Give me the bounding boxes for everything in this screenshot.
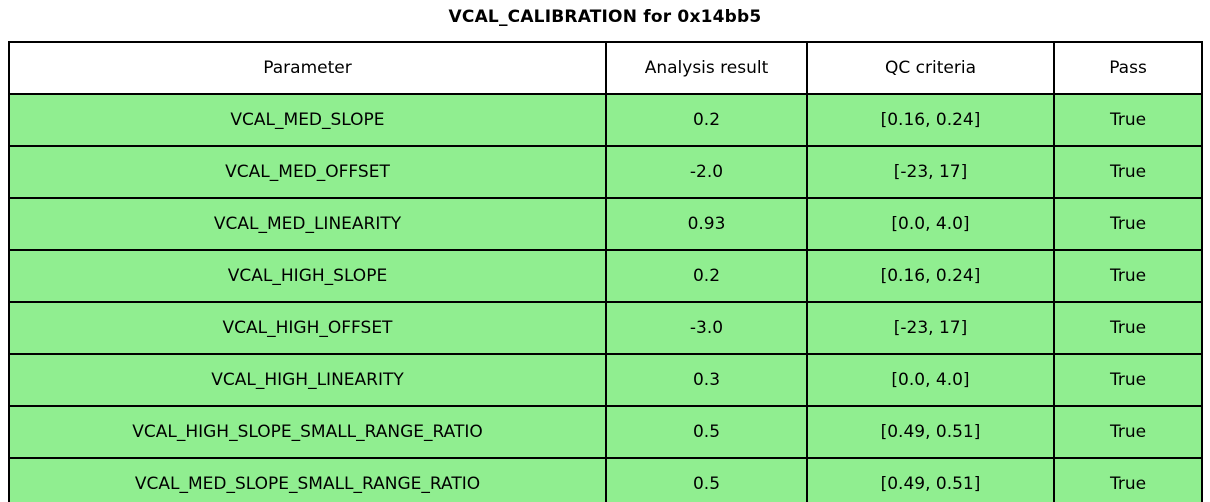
column-header-analysis-result: Analysis result [605, 41, 808, 95]
qc-criteria-cell: [0.0, 4.0] [806, 353, 1055, 407]
parameter-cell: VCAL_MED_SLOPE_SMALL_RANGE_RATIO [8, 457, 607, 502]
pass-cell: True [1053, 353, 1203, 407]
pass-cell: True [1053, 197, 1203, 251]
column-header-qc-criteria: QC criteria [806, 41, 1055, 95]
pass-cell: True [1053, 301, 1203, 355]
pass-cell: True [1053, 145, 1203, 199]
qc-criteria-cell: [0.16, 0.24] [806, 93, 1055, 147]
parameter-cell: VCAL_HIGH_LINEARITY [8, 353, 607, 407]
table-row: VCAL_HIGH_SLOPE 0.2 [0.16, 0.24] True [8, 249, 1203, 303]
parameter-cell: VCAL_MED_SLOPE [8, 93, 607, 147]
table-row: VCAL_MED_SLOPE_SMALL_RANGE_RATIO 0.5 [0.… [8, 457, 1203, 502]
table-row: VCAL_HIGH_LINEARITY 0.3 [0.0, 4.0] True [8, 353, 1203, 407]
header-row: Parameter Analysis result QC criteria Pa… [8, 41, 1203, 95]
analysis-result-cell: 0.5 [605, 457, 808, 502]
column-header-pass: Pass [1053, 41, 1203, 95]
parameter-cell: VCAL_MED_LINEARITY [8, 197, 607, 251]
table-row: VCAL_MED_OFFSET -2.0 [-23, 17] True [8, 145, 1203, 199]
qc-table: Parameter Analysis result QC criteria Pa… [8, 41, 1203, 502]
qc-criteria-cell: [0.0, 4.0] [806, 197, 1055, 251]
parameter-cell: VCAL_HIGH_SLOPE [8, 249, 607, 303]
pass-cell: True [1053, 93, 1203, 147]
table-row: VCAL_MED_LINEARITY 0.93 [0.0, 4.0] True [8, 197, 1203, 251]
parameter-cell: VCAL_MED_OFFSET [8, 145, 607, 199]
analysis-result-cell: 0.3 [605, 353, 808, 407]
pass-cell: True [1053, 457, 1203, 502]
table-row: VCAL_MED_SLOPE 0.2 [0.16, 0.24] True [8, 93, 1203, 147]
analysis-result-cell: 0.2 [605, 249, 808, 303]
parameter-cell: VCAL_HIGH_SLOPE_SMALL_RANGE_RATIO [8, 405, 607, 459]
analysis-result-cell: 0.93 [605, 197, 808, 251]
pass-cell: True [1053, 405, 1203, 459]
analysis-result-cell: -2.0 [605, 145, 808, 199]
qc-criteria-cell: [0.49, 0.51] [806, 405, 1055, 459]
pass-cell: True [1053, 249, 1203, 303]
column-header-parameter: Parameter [8, 41, 607, 95]
qc-criteria-cell: [-23, 17] [806, 145, 1055, 199]
parameter-cell: VCAL_HIGH_OFFSET [8, 301, 607, 355]
table-row: VCAL_HIGH_OFFSET -3.0 [-23, 17] True [8, 301, 1203, 355]
analysis-result-cell: -3.0 [605, 301, 808, 355]
analysis-result-cell: 0.5 [605, 405, 808, 459]
qc-criteria-cell: [-23, 17] [806, 301, 1055, 355]
qc-criteria-cell: [0.16, 0.24] [806, 249, 1055, 303]
analysis-result-cell: 0.2 [605, 93, 808, 147]
table-row: VCAL_HIGH_SLOPE_SMALL_RANGE_RATIO 0.5 [0… [8, 405, 1203, 459]
page-title: VCAL_CALIBRATION for 0x14bb5 [448, 7, 762, 27]
qc-criteria-cell: [0.49, 0.51] [806, 457, 1055, 502]
